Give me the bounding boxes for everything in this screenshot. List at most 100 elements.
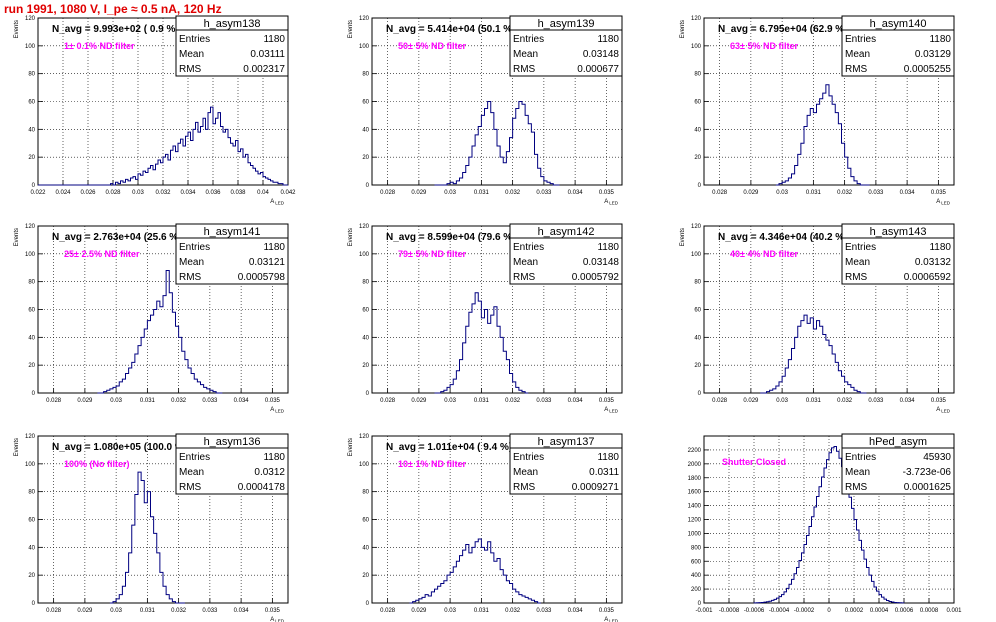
x-tick-label: 0.026 <box>80 190 96 196</box>
x-tick-label: 0.032 <box>505 190 521 196</box>
x-tick-label: 0.034 <box>568 190 584 196</box>
stats-rms-value: 0.0009271 <box>572 482 620 493</box>
y-tick-label: 60 <box>28 308 35 314</box>
stats-mean-label: Mean <box>845 467 870 478</box>
y-tick-label: 1600 <box>688 490 702 496</box>
x-tick-label: 0.031 <box>474 608 490 614</box>
y-tick-label: 60 <box>362 308 369 314</box>
filter-annotation: Shutter Closed <box>722 457 786 467</box>
stats-entries-label: Entries <box>513 242 544 253</box>
histogram-h_asym140 <box>775 84 870 186</box>
stats-mean-label: Mean <box>179 49 204 60</box>
x-tick-label: 0.034 <box>568 608 584 614</box>
x-tick-label: 0.029 <box>77 608 93 614</box>
x-axis-title: ALED <box>604 407 619 414</box>
x-tick-label: 0.032 <box>171 608 187 614</box>
y-tick-label: 120 <box>691 16 702 22</box>
x-tick-label: 0.028 <box>380 608 396 614</box>
stats-entries-value: 1180 <box>263 452 285 463</box>
x-tick-label: 0.035 <box>599 190 615 196</box>
y-tick-label: 0 <box>32 391 36 397</box>
histogram-pad-h_asym136: 0.028 0.029 0.03 0.031 0.032 0.033 0.034 0.035 0… <box>14 433 289 622</box>
x-tick-label: -0.0008 <box>719 608 740 614</box>
y-tick-label: 20 <box>28 363 35 369</box>
stats-rms-value: 0.000677 <box>577 64 619 75</box>
histogram-h_asym136 <box>109 471 185 604</box>
stats-entries-value: 1180 <box>929 34 951 45</box>
x-tick-label: 0.034 <box>234 608 250 614</box>
y-tick-label: 20 <box>362 573 369 579</box>
stats-rms-value: 0.0005792 <box>572 272 620 283</box>
stats-rms-label: RMS <box>179 64 202 75</box>
stats-rms-label: RMS <box>179 482 202 493</box>
y-tick-label: 40 <box>28 127 35 133</box>
stats-entries-label: Entries <box>179 34 210 45</box>
stats-entries-value: 1180 <box>263 34 285 45</box>
stats-rms-label: RMS <box>845 482 868 493</box>
x-tick-label: 0.034 <box>234 398 250 404</box>
y-tick-label: 80 <box>362 280 369 286</box>
y-tick-label: 100 <box>691 252 702 258</box>
stats-rms-label: RMS <box>845 272 868 283</box>
stats-rms-value: 0.0006592 <box>904 272 952 283</box>
stats-rms-label: RMS <box>513 64 536 75</box>
stats-box <box>841 29 955 77</box>
y-axis-title: Events <box>348 228 354 246</box>
y-tick-label: 20 <box>362 363 369 369</box>
x-tick-label: 0.035 <box>931 398 947 404</box>
y-tick-label: 40 <box>694 335 701 341</box>
y-axis-title: Events <box>348 20 354 38</box>
histogram-h_asym137 <box>409 538 541 604</box>
stats-entries-label: Entries <box>513 34 544 45</box>
y-tick-label: 120 <box>359 224 370 230</box>
x-tick-label: 0.034 <box>900 190 916 196</box>
stats-rms-label: RMS <box>513 482 536 493</box>
y-tick-label: 1200 <box>688 518 702 524</box>
x-tick-label: 0.033 <box>536 190 552 196</box>
filter-annotation: 79± 5% ND filter <box>398 249 466 259</box>
x-tick-label: 0.032 <box>837 398 853 404</box>
x-tick-label: 0.032 <box>837 190 853 196</box>
x-tick-label: 0.029 <box>77 398 93 404</box>
x-tick-label: 0.028 <box>712 190 728 196</box>
y-axis-title: Events <box>680 228 686 246</box>
y-tick-label: 120 <box>359 434 370 440</box>
y-tick-label: 40 <box>694 127 701 133</box>
stats-box <box>175 447 289 495</box>
stats-entries-value: 45930 <box>923 452 951 463</box>
stats-rms-value: 0.002317 <box>243 64 285 75</box>
x-tick-label: 0.034 <box>568 398 584 404</box>
stats-mean-value: 0.03148 <box>583 257 620 268</box>
x-tick-label: -0.0004 <box>769 608 790 614</box>
stats-entries-value: 1180 <box>597 452 619 463</box>
hist-name: hPed_asym <box>869 436 927 448</box>
y-tick-label: 100 <box>359 252 370 258</box>
y-axis-title: Events <box>14 438 20 456</box>
hist-name: h_asym142 <box>538 226 595 238</box>
x-tick-label: 0.0004 <box>870 608 889 614</box>
x-tick-label: 0.033 <box>202 608 218 614</box>
stats-box <box>509 29 623 77</box>
filter-annotation: 50± 5% ND filter <box>398 41 466 51</box>
x-axis-title: ALED <box>936 407 951 414</box>
histogram-h_asym139 <box>434 101 560 186</box>
stats-box <box>509 447 623 495</box>
stats-box <box>509 237 623 285</box>
navg-label: N_avg = 9.993e+02 ( 0.9 %) <box>52 24 179 35</box>
navg-label: N_avg = 6.795e+04 (62.9 %) <box>718 24 848 35</box>
hist-name: h_asym140 <box>870 18 927 30</box>
x-tick-label: 0.042 <box>280 190 296 196</box>
histogram-h_asym141 <box>97 270 223 394</box>
histogram-h_asym138 <box>38 106 288 186</box>
x-tick-label: 0.033 <box>868 190 884 196</box>
y-tick-label: 40 <box>362 127 369 133</box>
histogram-pad-h_asym140: 0.028 0.029 0.03 0.031 0.032 0.033 0.034 0.035 0… <box>680 15 955 206</box>
x-tick-label: 0.031 <box>806 190 822 196</box>
x-tick-label: 0.028 <box>46 608 62 614</box>
histogram-pad-h_asym137: 0.028 0.029 0.03 0.031 0.032 0.033 0.034 0.035 0… <box>348 433 623 622</box>
x-tick-label: 0.031 <box>474 398 490 404</box>
y-tick-label: 0 <box>698 601 702 607</box>
y-tick-label: 20 <box>694 155 701 161</box>
y-tick-label: 80 <box>362 72 369 78</box>
histogram-pad-h_asym139: 0.028 0.029 0.03 0.031 0.032 0.033 0.034 0.035 0… <box>348 15 623 206</box>
